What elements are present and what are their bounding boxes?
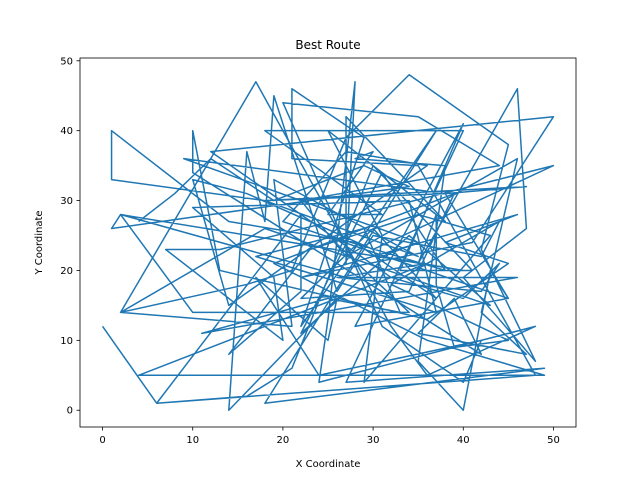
chart-title: Best Route — [295, 38, 360, 52]
y-tick-label: 50 — [60, 56, 73, 67]
x-tick-label: 50 — [547, 435, 560, 446]
x-axis-label: X Coordinate — [296, 459, 361, 470]
plot-frame — [79, 57, 577, 428]
x-tick-label: 10 — [186, 435, 199, 446]
y-tick-label: 20 — [60, 266, 73, 277]
x-tick-label: 40 — [457, 435, 470, 446]
y-tick-label: 40 — [60, 126, 73, 137]
y-axis-label: Y Coordinate — [34, 210, 45, 275]
y-tick-label: 0 — [67, 406, 73, 417]
route-series-line — [101, 74, 555, 411]
axes: 0 10 20 30 40 50 0 10 20 30 40 50 — [60, 56, 577, 446]
x-tick-label: 30 — [367, 435, 380, 446]
x-tick-label: 20 — [277, 435, 290, 446]
x-tick-label: 0 — [99, 435, 105, 446]
plot-area — [101, 74, 555, 411]
y-tick-label: 30 — [60, 196, 73, 207]
y-tick-label: 10 — [60, 336, 73, 347]
